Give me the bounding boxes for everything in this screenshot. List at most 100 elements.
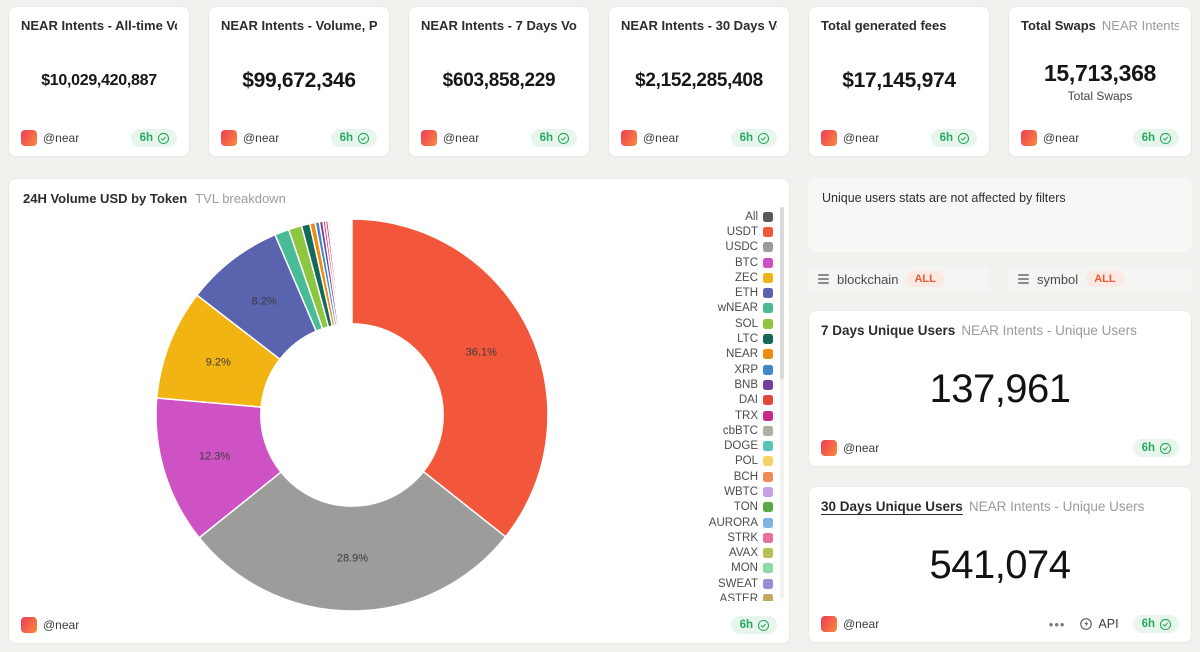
legend-label: POL bbox=[734, 455, 758, 468]
refresh-badge[interactable]: 6h bbox=[530, 129, 577, 147]
check-circle-icon bbox=[1159, 442, 1172, 454]
legend-label: DAI bbox=[738, 394, 758, 407]
card-title[interactable]: 30 Days Unique Users bbox=[821, 499, 963, 514]
legend-item-XRP[interactable]: XRP bbox=[677, 362, 773, 377]
author[interactable]: @near bbox=[821, 440, 879, 456]
refresh-badge[interactable]: 6h bbox=[730, 129, 777, 147]
legend-item-LTC[interactable]: LTC bbox=[677, 331, 773, 346]
author[interactable]: @near bbox=[1021, 130, 1079, 146]
legend-item-ASTER[interactable]: ASTER bbox=[677, 591, 773, 601]
card-title: NEAR Intents - 30 Days Volume bbox=[621, 18, 777, 33]
refresh-badge[interactable]: 6h bbox=[930, 129, 977, 147]
legend-item-USDC[interactable]: USDC bbox=[677, 240, 773, 255]
author[interactable]: @near bbox=[421, 130, 479, 146]
panel-title: 24H Volume USD by Token bbox=[23, 191, 188, 206]
filter-blockchain[interactable]: blockchain ALL bbox=[808, 266, 990, 292]
thirty-day-unique-users-card[interactable]: 30 Days Unique Users NEAR Intents - Uniq… bbox=[808, 486, 1192, 643]
legend-item-STRK[interactable]: STRK bbox=[677, 530, 773, 545]
counter-value: $17,145,974 bbox=[842, 69, 956, 93]
more-options-button[interactable]: ••• bbox=[1048, 616, 1066, 632]
legend-swatch bbox=[763, 379, 773, 390]
stat-card-pastday-volume[interactable]: NEAR Intents - Volume, Past Day $99,672,… bbox=[208, 6, 390, 157]
legend-swatch bbox=[763, 334, 773, 345]
panel-subtitle: TVL breakdown bbox=[195, 191, 286, 206]
near-avatar bbox=[821, 616, 837, 632]
stat-card-total-swaps[interactable]: Total Swaps NEAR Intents - Sta… 15,713,3… bbox=[1008, 6, 1192, 157]
legend-item-DOGE[interactable]: DOGE bbox=[677, 438, 773, 453]
legend-item-ZEC[interactable]: ZEC bbox=[677, 270, 773, 285]
legend-item-MON[interactable]: MON bbox=[677, 561, 773, 576]
filter-value-pill[interactable]: ALL bbox=[1086, 271, 1124, 287]
legend-item-NEAR[interactable]: NEAR bbox=[677, 347, 773, 362]
check-circle-icon bbox=[557, 132, 570, 144]
legend-item-BNB[interactable]: BNB bbox=[677, 377, 773, 392]
legend-item-TON[interactable]: TON bbox=[677, 500, 773, 515]
legend-item-ETH[interactable]: ETH bbox=[677, 285, 773, 300]
counter-value: 15,713,368 bbox=[1043, 59, 1157, 86]
legend-item-BTC[interactable]: BTC bbox=[677, 255, 773, 270]
donut-slice-ASTER[interactable] bbox=[336, 218, 347, 325]
card-subtitle: NEAR Intents - Sta… bbox=[1101, 18, 1179, 33]
refresh-badge[interactable]: 6h bbox=[330, 129, 377, 147]
legend-item-WBTC[interactable]: WBTC bbox=[677, 484, 773, 499]
legend-label: BTC bbox=[735, 256, 758, 269]
stat-card-7d-volume[interactable]: NEAR Intents - 7 Days Volume $603,858,22… bbox=[408, 6, 590, 157]
refresh-badge[interactable]: 6h bbox=[730, 616, 777, 634]
legend-item-USDT[interactable]: USDT bbox=[677, 224, 773, 239]
legend-swatch bbox=[763, 303, 773, 314]
refresh-badge[interactable]: 6h bbox=[1132, 129, 1179, 147]
card-title: NEAR Intents - 7 Days Volume bbox=[421, 18, 577, 33]
stat-card-total-fees[interactable]: Total generated fees $17,145,974 @near 6… bbox=[808, 6, 990, 157]
slice-label-USDT: 36.1% bbox=[466, 346, 497, 358]
near-avatar bbox=[1021, 130, 1037, 146]
counter-value: $99,672,346 bbox=[242, 69, 356, 93]
author[interactable]: @near bbox=[21, 617, 79, 633]
api-button[interactable]: API bbox=[1079, 617, 1119, 631]
legend-scrollbar-thumb[interactable] bbox=[780, 207, 784, 379]
refresh-badge[interactable]: 6h bbox=[1132, 615, 1179, 633]
counter-value: $2,152,285,408 bbox=[635, 70, 763, 92]
legend-label: LTC bbox=[737, 333, 758, 346]
legend-item-cbBTC[interactable]: cbBTC bbox=[677, 423, 773, 438]
legend-item-AVAX[interactable]: AVAX bbox=[677, 546, 773, 561]
author[interactable]: @near bbox=[821, 616, 879, 632]
author[interactable]: @near bbox=[221, 130, 279, 146]
card-title: NEAR Intents - All-time Volume bbox=[21, 18, 177, 33]
card-title: Total generated fees bbox=[821, 18, 947, 33]
legend-label: SOL bbox=[734, 317, 758, 330]
author[interactable]: @near bbox=[21, 130, 79, 146]
legend-scrollbar[interactable] bbox=[780, 207, 784, 599]
card-title: 7 Days Unique Users bbox=[821, 323, 956, 338]
legend-label: All bbox=[745, 210, 758, 223]
legend-label: BNB bbox=[734, 378, 758, 391]
refresh-badge[interactable]: 6h bbox=[130, 129, 177, 147]
legend-item-All[interactable]: All bbox=[677, 209, 773, 224]
author[interactable]: @near bbox=[821, 130, 879, 146]
donut-slice-USDC[interactable] bbox=[198, 470, 507, 612]
legend-item-wNEAR[interactable]: wNEAR bbox=[677, 301, 773, 316]
volume-donut-chart[interactable]: 36.1% 28.9% 12.3% 9.2% 8.2% bbox=[9, 205, 791, 621]
filter-value-pill[interactable]: ALL bbox=[906, 271, 944, 287]
donut-slice-USDT[interactable] bbox=[351, 218, 549, 538]
legend-item-SWEAT[interactable]: SWEAT bbox=[677, 576, 773, 591]
unique-users-note: Unique users stats are not affected by f… bbox=[808, 178, 1192, 252]
legend-item-AURORA[interactable]: AURORA bbox=[677, 515, 773, 530]
counter-value: $603,858,229 bbox=[442, 70, 556, 92]
stat-cards-row: NEAR Intents - All-time Volume $10,029,4… bbox=[8, 6, 1192, 157]
legend-item-BCH[interactable]: BCH bbox=[677, 469, 773, 484]
check-circle-icon bbox=[757, 132, 770, 144]
seven-day-unique-users-card[interactable]: 7 Days Unique Users NEAR Intents - Uniqu… bbox=[808, 310, 1192, 467]
filter-symbol[interactable]: symbol ALL bbox=[1008, 266, 1192, 292]
legend-swatch bbox=[763, 563, 773, 574]
author[interactable]: @near bbox=[621, 130, 679, 146]
slice-label-ETH: 8.2% bbox=[252, 295, 277, 307]
legend-swatch bbox=[763, 425, 773, 436]
refresh-badge[interactable]: 6h bbox=[1132, 439, 1179, 457]
legend-item-SOL[interactable]: SOL bbox=[677, 316, 773, 331]
legend-item-TRX[interactable]: TRX bbox=[677, 408, 773, 423]
stat-card-alltime-volume[interactable]: NEAR Intents - All-time Volume $10,029,4… bbox=[8, 6, 190, 157]
legend-item-POL[interactable]: POL bbox=[677, 454, 773, 469]
legend-swatch bbox=[763, 288, 773, 299]
legend-item-DAI[interactable]: DAI bbox=[677, 393, 773, 408]
stat-card-30d-volume[interactable]: NEAR Intents - 30 Days Volume $2,152,285… bbox=[608, 6, 790, 157]
